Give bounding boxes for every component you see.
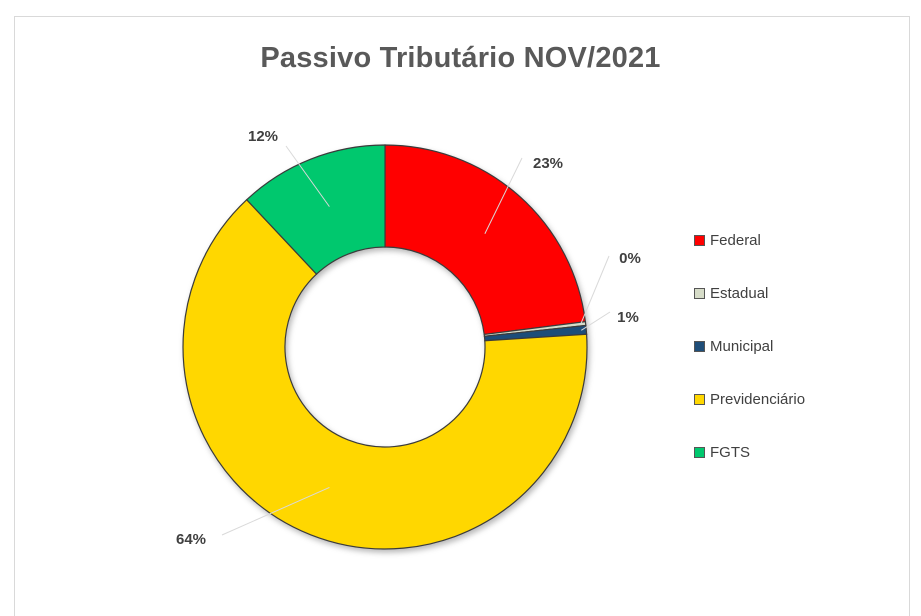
leader-line [221, 486, 330, 536]
data-label: 64% [176, 531, 206, 548]
legend-swatch [694, 287, 705, 299]
legend-item: FGTS [694, 442, 750, 462]
donut-slice-federal [384, 144, 587, 336]
legend-item: Federal [694, 230, 761, 250]
legend-swatch [694, 234, 705, 246]
legend-swatch [694, 340, 705, 352]
legend-swatch [694, 393, 705, 405]
leader-line [581, 311, 611, 331]
donut-slice-previdenciario [182, 198, 588, 550]
legend-item: Previdenciário [694, 389, 805, 409]
leader-line [484, 157, 523, 234]
legend-label: Municipal [710, 337, 774, 355]
legend-label: FGTS [710, 443, 750, 461]
data-label: 0% [619, 250, 641, 267]
data-label: 12% [248, 128, 278, 145]
legend-label: Estadual [710, 284, 769, 302]
chart-title: Passivo Tributário NOV/2021 [260, 42, 661, 74]
data-label: 1% [617, 309, 639, 326]
legend-swatch [694, 446, 705, 458]
legend-item: Municipal [694, 336, 773, 356]
leader-line [285, 145, 330, 207]
data-label: 23% [533, 155, 563, 172]
legend-label: Federal [710, 231, 761, 249]
donut-slice-fgts [245, 144, 386, 275]
legend-label: Previdenciário [710, 390, 806, 408]
leader-line [580, 255, 610, 325]
legend-item: Estadual [694, 283, 768, 303]
